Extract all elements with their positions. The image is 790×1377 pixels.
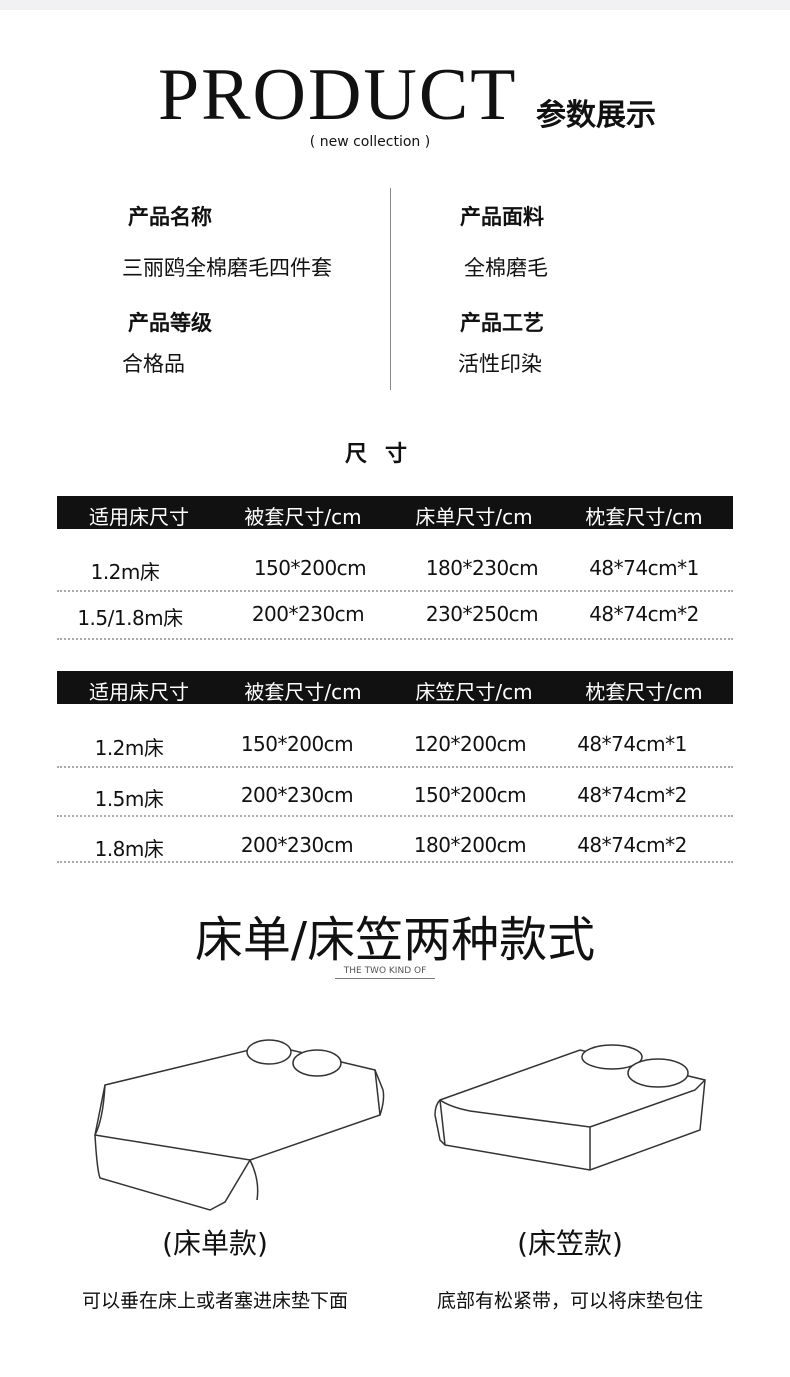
spec-label-name: 产品名称 [128, 205, 212, 229]
table2-cell: 1.5m床 [94, 787, 164, 811]
table1-header-cell: 床单尺寸/cm [415, 505, 533, 529]
table1-header-cell: 适用床尺寸 [89, 505, 189, 529]
row-divider [57, 815, 733, 817]
table2-cell: 48*74cm*1 [577, 732, 687, 756]
table1-header: 适用床尺寸 被套尺寸/cm 床单尺寸/cm 枕套尺寸/cm [57, 496, 733, 529]
spec-label-fabric: 产品面料 [460, 205, 544, 229]
table2-cell: 48*74cm*2 [577, 833, 687, 857]
title-en: PRODUCT [158, 54, 518, 136]
table2-cell: 200*230cm [240, 833, 354, 857]
style-desc-flat: 可以垂在床上或者塞进床垫下面 [81, 1290, 349, 1312]
table2-header-cell: 适用床尺寸 [89, 680, 189, 704]
table1-cell: 200*230cm [251, 602, 365, 626]
spec-value-grade: 合格品 [122, 352, 185, 376]
table1-cell: 230*250cm [425, 602, 539, 626]
table2-cell: 1.8m床 [94, 837, 164, 861]
table1-header-cell: 被套尺寸/cm [244, 505, 362, 529]
table1-cell: 1.2m床 [90, 560, 160, 584]
table2-cell: 180*200cm [413, 833, 527, 857]
spec-label-craft: 产品工艺 [460, 311, 544, 335]
table1-header-cell: 枕套尺寸/cm [585, 505, 703, 529]
style-caption-fitted: (床笠款) [517, 1227, 623, 1260]
title-cn: 参数展示 [536, 98, 656, 133]
table2-cell: 150*200cm [413, 783, 527, 807]
spec-value-fabric: 全棉磨毛 [464, 256, 548, 280]
table2-cell: 120*200cm [413, 732, 527, 756]
divider [390, 188, 391, 390]
table2-header-cell: 枕套尺寸/cm [585, 680, 703, 704]
spec-value-craft: 活性印染 [458, 352, 542, 376]
table2-header-cell: 床笠尺寸/cm [415, 680, 533, 704]
table2-header: 适用床尺寸 被套尺寸/cm 床笠尺寸/cm 枕套尺寸/cm [57, 671, 733, 704]
table2-cell: 150*200cm [240, 732, 354, 756]
flat-sheet-illustration [94, 1039, 385, 1211]
spec-value-name: 三丽鸥全棉磨毛四件套 [122, 256, 332, 280]
subtitle: ( new collection ) [309, 134, 431, 150]
row-divider [57, 766, 733, 768]
table2-header-cell: 被套尺寸/cm [244, 680, 362, 704]
size-title: 尺寸 [344, 442, 425, 467]
top-band [0, 0, 790, 10]
table1-cell: 48*74cm*1 [589, 556, 699, 580]
table2-cell: 48*74cm*2 [577, 783, 687, 807]
table1-cell: 48*74cm*2 [589, 602, 699, 626]
styles-subtitle: THE TWO KIND OF [335, 966, 435, 979]
table1-cell: 1.5/1.8m床 [77, 606, 183, 630]
table2-cell: 200*230cm [240, 783, 354, 807]
spec-label-grade: 产品等级 [128, 311, 212, 335]
row-divider [57, 590, 733, 592]
style-caption-flat: (床单款) [162, 1227, 268, 1260]
row-divider [57, 638, 733, 640]
style-desc-fitted: 底部有松紧带，可以将床垫包住 [436, 1290, 704, 1312]
table1-cell: 150*200cm [253, 556, 367, 580]
fitted-sheet-illustration [434, 1044, 706, 1171]
styles-title: 床单/床笠两种款式 [194, 912, 596, 968]
table2-cell: 1.2m床 [94, 736, 164, 760]
table1-cell: 180*230cm [425, 556, 539, 580]
row-divider [57, 861, 733, 863]
